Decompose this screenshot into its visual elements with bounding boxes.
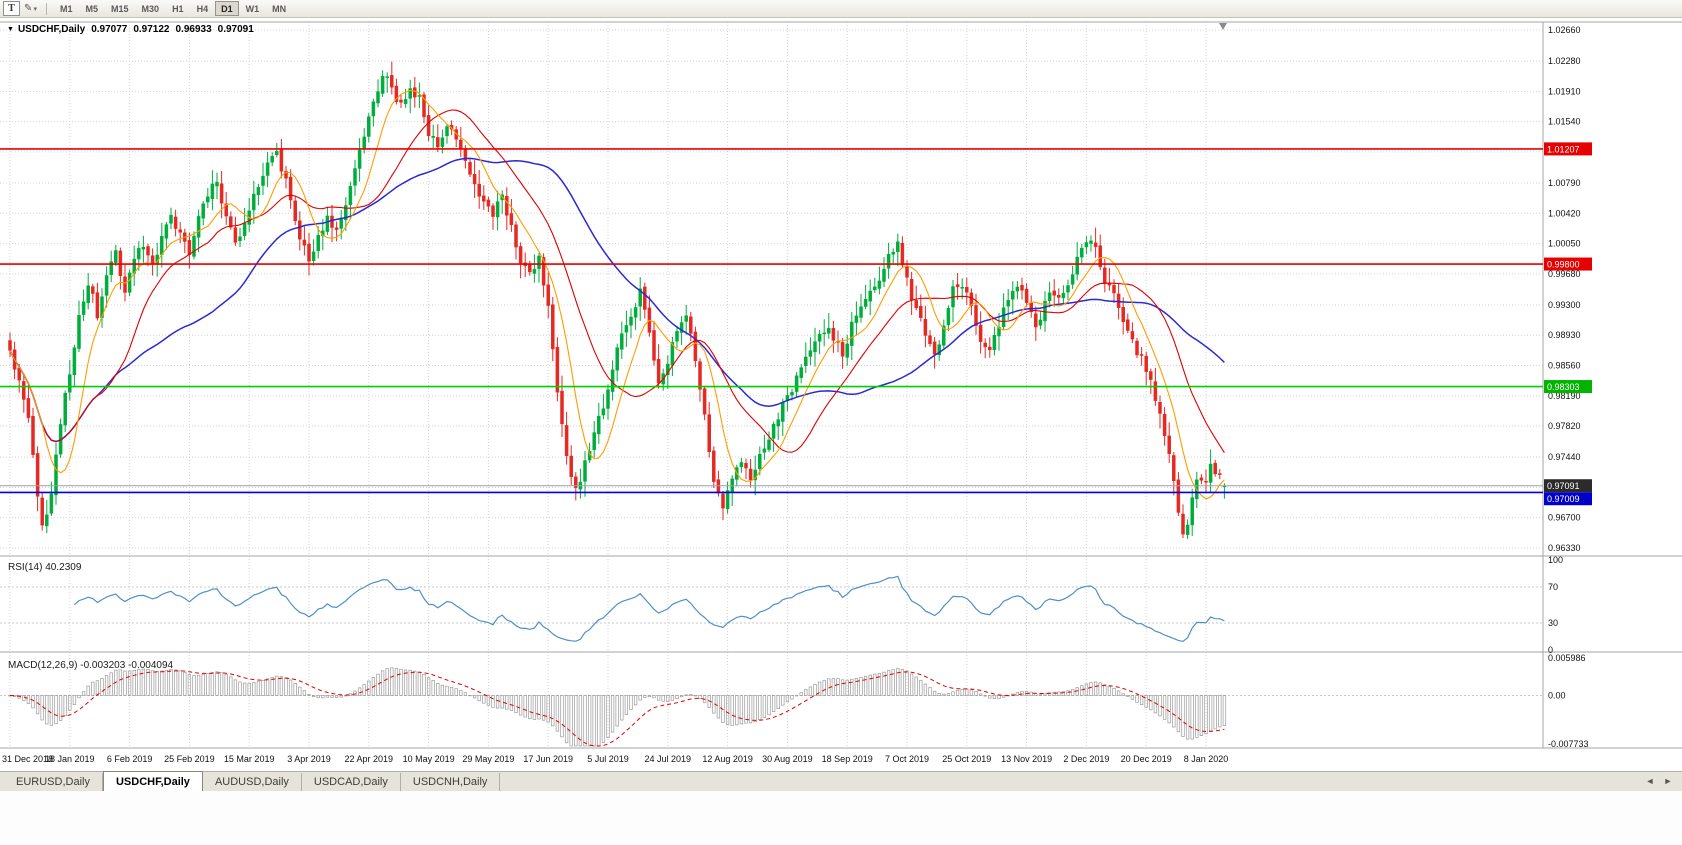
svg-text:0.98190: 0.98190 <box>1548 391 1581 401</box>
timeframe-button-d1[interactable]: D1 <box>215 1 239 16</box>
svg-text:1.00050: 1.00050 <box>1548 239 1581 249</box>
toolbar-separator <box>46 2 47 15</box>
svg-text:0.96700: 0.96700 <box>1548 513 1581 523</box>
quote-high: 0.97122 <box>133 24 170 35</box>
svg-text:25 Oct 2019: 25 Oct 2019 <box>942 754 991 764</box>
tabs-scroll-left-button[interactable]: ◄ <box>1642 773 1658 789</box>
svg-text:1.01207: 1.01207 <box>1547 144 1580 154</box>
chevron-down-icon: ▾ <box>33 5 37 13</box>
tabs-scroll-right-button[interactable]: ► <box>1660 773 1676 789</box>
svg-text:0.00: 0.00 <box>1548 691 1566 701</box>
svg-text:15 Mar 2019: 15 Mar 2019 <box>224 754 275 764</box>
svg-text:1.00790: 1.00790 <box>1548 178 1581 188</box>
chart-shift-marker[interactable] <box>1219 23 1227 30</box>
chart-symbol-label: USDCHF,Daily <box>17 24 86 35</box>
chart-tab-usdchf[interactable]: USDCHF,Daily <box>102 771 203 791</box>
svg-text:24 Jul 2019: 24 Jul 2019 <box>645 754 692 764</box>
chart-tab-audusd[interactable]: AUDUSD,Daily <box>203 773 302 791</box>
chart-tab-eurusd[interactable]: EURUSD,Daily <box>4 773 103 791</box>
text-tool-button[interactable]: T <box>3 1 20 16</box>
toolbar: T ✎ ▾ M1 M5 M15 M30 H1 H4 D1 W1 MN <box>0 0 1682 18</box>
svg-text:13 Nov 2019: 13 Nov 2019 <box>1001 754 1052 764</box>
svg-text:0.98560: 0.98560 <box>1548 361 1581 371</box>
svg-text:MACD(12,26,9) -0.003203 -0.004: MACD(12,26,9) -0.003203 -0.004094 <box>8 660 174 671</box>
svg-text:2 Dec 2019: 2 Dec 2019 <box>1063 754 1109 764</box>
timeframe-button-m30[interactable]: M30 <box>141 3 160 14</box>
quote-low: 0.96933 <box>175 24 212 35</box>
timeframe-button-m15[interactable]: M15 <box>111 3 129 14</box>
macd-panel: 0.005986 0.00 -0.007733 MACD(12,26,9) -0.00… <box>0 653 1589 749</box>
svg-text:10 May 2019: 10 May 2019 <box>403 754 455 764</box>
chart-title: ▼ USDCHF,Daily 0.97077 0.97122 0.96933 0… <box>7 24 254 35</box>
svg-text:1.01540: 1.01540 <box>1548 117 1581 127</box>
svg-text:0.96330: 0.96330 <box>1548 543 1581 553</box>
chart-tab-usdcad[interactable]: USDCAD,Daily <box>302 773 401 791</box>
svg-text:17 Jun 2019: 17 Jun 2019 <box>523 754 573 764</box>
svg-text:30: 30 <box>1548 618 1558 628</box>
svg-text:8 Jan 2020: 8 Jan 2020 <box>1184 754 1229 764</box>
timeframe-button-h4[interactable]: H4 <box>196 3 209 14</box>
candles-layer <box>8 61 1227 539</box>
timeframe-button-m1[interactable]: M1 <box>60 3 73 14</box>
svg-text:0.98303: 0.98303 <box>1547 382 1580 392</box>
svg-text:31 Dec 2018: 31 Dec 2018 <box>2 754 53 764</box>
svg-text:1.00420: 1.00420 <box>1548 208 1581 218</box>
svg-text:6 Feb 2019: 6 Feb 2019 <box>107 754 153 764</box>
svg-text:0.97009: 0.97009 <box>1547 494 1580 504</box>
svg-text:0.98930: 0.98930 <box>1548 330 1581 340</box>
svg-text:100: 100 <box>1548 555 1563 565</box>
horizontal-levels-layer[interactable] <box>0 148 1543 494</box>
timeframe-group: M1 M5 M15 M30 H1 H4 D1 W1 MN <box>54 1 292 16</box>
svg-text:0: 0 <box>1548 645 1553 655</box>
svg-text:20 Dec 2019: 20 Dec 2019 <box>1121 754 1172 764</box>
svg-text:0.97440: 0.97440 <box>1548 452 1581 462</box>
timeframe-button-w1[interactable]: W1 <box>245 3 260 14</box>
chart-tab-bar: EURUSD,Daily USDCHF,Daily AUDUSD,Daily USDC… <box>0 771 1682 791</box>
svg-text:1.02660: 1.02660 <box>1548 25 1581 35</box>
pencil-icon: ✎ <box>24 3 33 14</box>
svg-text:22 Apr 2019: 22 Apr 2019 <box>345 754 394 764</box>
price-chart-canvas[interactable]: 1.02660 1.02280 1.01910 1.01540 1.00790 1.004… <box>0 18 1682 771</box>
svg-text:25 Feb 2019: 25 Feb 2019 <box>164 754 215 764</box>
svg-text:0.99800: 0.99800 <box>1547 260 1580 270</box>
svg-text:3 Apr 2019: 3 Apr 2019 <box>287 754 331 764</box>
svg-text:0.005986: 0.005986 <box>1548 653 1586 663</box>
quote-open: 0.97077 <box>91 24 128 35</box>
timeframe-button-mn[interactable]: MN <box>272 3 287 14</box>
svg-text:0.99300: 0.99300 <box>1548 300 1581 310</box>
svg-text:0.97820: 0.97820 <box>1548 421 1581 431</box>
chart-tabs: EURUSD,Daily USDCHF,Daily AUDUSD,Daily USDC… <box>4 771 501 791</box>
svg-text:18 Jan 2019: 18 Jan 2019 <box>45 754 95 764</box>
svg-text:1.02280: 1.02280 <box>1548 56 1581 66</box>
timeframe-button-h1[interactable]: H1 <box>172 3 184 14</box>
timeframe-button-m5[interactable]: M5 <box>85 3 99 14</box>
svg-text:-0.007733: -0.007733 <box>1548 739 1589 749</box>
quote-close: 0.97091 <box>217 24 254 35</box>
draw-tool-button[interactable]: ✎ ▾ <box>22 1 39 16</box>
status-area <box>0 791 1682 845</box>
svg-text:5 Jul 2019: 5 Jul 2019 <box>587 754 629 764</box>
svg-text:0.99680: 0.99680 <box>1548 269 1581 279</box>
svg-text:12 Aug 2019: 12 Aug 2019 <box>702 754 753 764</box>
panel-borders <box>0 21 1682 749</box>
svg-text:1.01910: 1.01910 <box>1548 86 1581 96</box>
svg-text:29 May 2019: 29 May 2019 <box>462 754 514 764</box>
one-click-trading-toggle-icon[interactable]: ▼ <box>7 26 14 33</box>
rsi-panel: 100 70 30 0 RSI(14) 40.2309 <box>0 555 1563 655</box>
svg-text:RSI(14) 40.2309: RSI(14) 40.2309 <box>8 562 82 573</box>
chart-grid <box>0 22 1543 748</box>
svg-text:7 Oct 2019: 7 Oct 2019 <box>885 754 929 764</box>
svg-text:0.97091: 0.97091 <box>1547 481 1580 491</box>
tab-nav: ◄ ► <box>1642 771 1682 791</box>
svg-text:30 Aug 2019: 30 Aug 2019 <box>762 754 813 764</box>
chart-window[interactable]: 1.02660 1.02280 1.01910 1.01540 1.00790 1.004… <box>0 18 1682 771</box>
price-tags-layer[interactable]: 1.01207 0.99800 0.98303 0.97091 0.97009 <box>1544 142 1592 506</box>
chart-tab-usdcnh[interactable]: USDCNH,Daily <box>401 773 501 791</box>
svg-text:70: 70 <box>1548 582 1558 592</box>
svg-text:18 Sep 2019: 18 Sep 2019 <box>822 754 873 764</box>
price-axis: 1.02660 1.02280 1.01910 1.01540 1.00790 1.004… <box>1548 25 1581 553</box>
